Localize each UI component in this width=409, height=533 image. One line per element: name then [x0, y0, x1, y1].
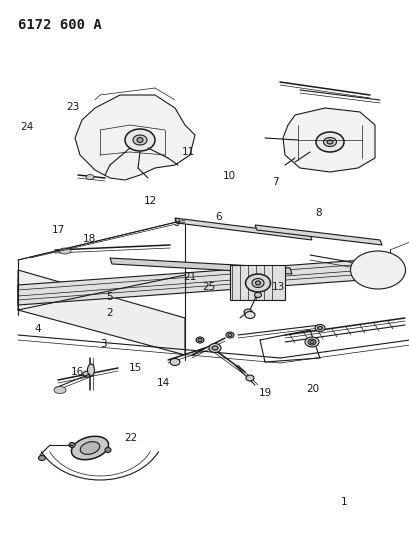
Text: 23: 23 [66, 102, 79, 111]
Text: 2: 2 [106, 309, 113, 318]
Ellipse shape [245, 274, 270, 292]
Text: 19: 19 [258, 389, 272, 398]
Text: 18: 18 [83, 234, 96, 244]
Ellipse shape [170, 359, 180, 366]
Ellipse shape [80, 442, 99, 454]
Text: 14: 14 [156, 378, 169, 387]
Ellipse shape [137, 138, 143, 142]
Text: 17: 17 [52, 225, 65, 235]
Ellipse shape [307, 339, 315, 345]
Text: 4: 4 [34, 325, 41, 334]
Ellipse shape [209, 343, 220, 352]
Text: 10: 10 [222, 171, 236, 181]
Ellipse shape [326, 140, 332, 144]
Ellipse shape [255, 281, 260, 285]
Ellipse shape [59, 248, 71, 254]
Text: 1: 1 [340, 497, 347, 507]
Ellipse shape [83, 371, 93, 377]
Ellipse shape [133, 135, 147, 145]
Ellipse shape [243, 309, 252, 315]
Text: 25: 25 [202, 282, 215, 292]
Text: 5: 5 [106, 293, 113, 302]
Ellipse shape [54, 386, 66, 393]
Ellipse shape [86, 174, 94, 180]
Ellipse shape [198, 338, 202, 342]
Ellipse shape [317, 327, 322, 329]
Ellipse shape [211, 346, 218, 350]
Ellipse shape [304, 337, 318, 347]
Ellipse shape [323, 138, 336, 147]
Ellipse shape [350, 251, 405, 289]
Text: 3: 3 [100, 339, 107, 349]
Ellipse shape [105, 448, 111, 453]
Text: 15: 15 [128, 363, 142, 373]
Ellipse shape [125, 129, 155, 151]
Text: 13: 13 [272, 282, 285, 292]
Ellipse shape [227, 334, 231, 336]
Text: 6: 6 [215, 213, 221, 222]
Ellipse shape [315, 132, 343, 152]
Polygon shape [254, 225, 381, 245]
Ellipse shape [87, 364, 94, 376]
Polygon shape [18, 258, 389, 305]
Bar [229, 265, 284, 300]
Ellipse shape [71, 437, 108, 459]
Text: 21: 21 [182, 272, 196, 282]
Text: 9: 9 [173, 218, 180, 228]
Ellipse shape [69, 442, 75, 448]
Ellipse shape [245, 375, 254, 381]
Polygon shape [75, 95, 195, 180]
Ellipse shape [252, 279, 263, 287]
Ellipse shape [254, 293, 261, 297]
Polygon shape [282, 108, 374, 172]
Ellipse shape [196, 337, 204, 343]
Text: 16: 16 [70, 367, 83, 377]
Ellipse shape [314, 325, 324, 332]
Ellipse shape [245, 311, 254, 319]
Text: 8: 8 [315, 208, 321, 218]
Ellipse shape [38, 456, 45, 461]
Polygon shape [175, 218, 311, 240]
Polygon shape [110, 258, 291, 274]
Text: 11: 11 [182, 147, 195, 157]
Text: 12: 12 [143, 197, 156, 206]
Ellipse shape [225, 332, 234, 338]
Text: 24: 24 [20, 122, 33, 132]
Text: 20: 20 [305, 384, 318, 394]
Text: 22: 22 [124, 433, 137, 443]
Text: 7: 7 [272, 177, 278, 187]
Polygon shape [18, 270, 184, 355]
Ellipse shape [309, 341, 313, 343]
Text: 6172 600 A: 6172 600 A [18, 18, 101, 32]
